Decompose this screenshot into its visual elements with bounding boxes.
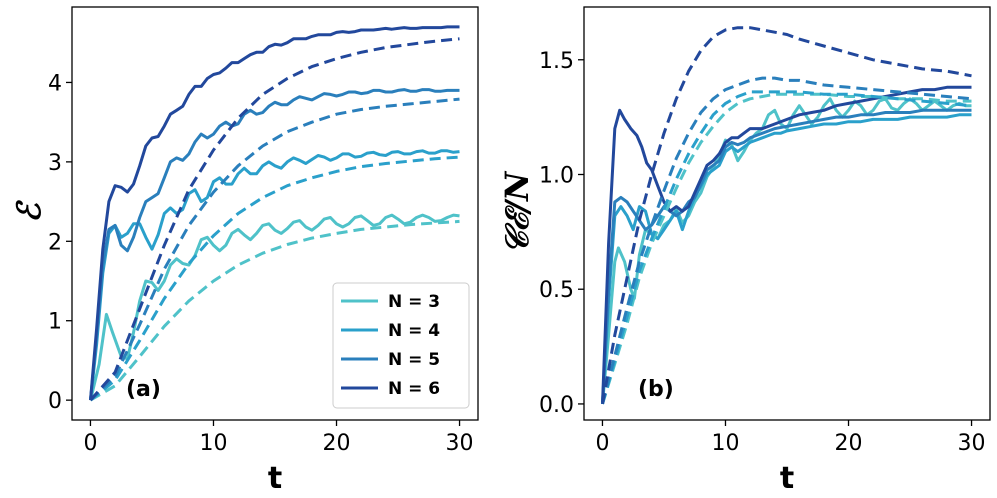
panel-b-ylabel: 𝒞ℰ/N bbox=[498, 170, 536, 254]
panel-b-xtick-label: 20 bbox=[835, 431, 863, 456]
panel-a-series-n-4 bbox=[89, 149, 460, 401]
legend-label-n6: N = 6 bbox=[388, 379, 440, 399]
panel-b-ticks: 0 10 20 30 0.0 0.5 1.0 1.5 bbox=[539, 49, 986, 456]
panel-a-ytick-label: 0 bbox=[48, 389, 62, 414]
panel-b-xtick-label: 10 bbox=[711, 431, 739, 456]
panel-a-series-n-4-dashed bbox=[89, 155, 460, 402]
panel-b-xtick-label: 30 bbox=[958, 431, 986, 456]
legend-label-n3: N = 3 bbox=[388, 292, 440, 312]
panel-a-series-n-3-dashed bbox=[89, 219, 460, 402]
panel-a-series-n-6 bbox=[89, 25, 460, 401]
panel-a-xtick-label: 20 bbox=[323, 431, 351, 456]
panel-a-lines bbox=[89, 25, 460, 402]
panel-a-ytick-label: 4 bbox=[48, 71, 62, 96]
panel-b-ytick-label: 0.5 bbox=[539, 278, 574, 303]
panel-a-series-n-3 bbox=[89, 213, 460, 401]
panel-a-xtick-label: 0 bbox=[83, 431, 97, 456]
panel-b-frame bbox=[583, 6, 991, 421]
panel-a-series-n-6-dashed bbox=[89, 37, 460, 402]
panel-b-xtick-label: 0 bbox=[595, 431, 609, 456]
panel-a-ytick-label: 2 bbox=[48, 230, 62, 255]
legend-box bbox=[332, 282, 470, 409]
panel-a: 0 10 20 30 0 1 2 3 4 t ℰ (a) N = 3 N = 4 N = 5 N… bbox=[10, 6, 479, 496]
panel-a-frame bbox=[71, 6, 479, 421]
panel-a-ylabel: ℰ bbox=[10, 200, 48, 223]
panel-a-ytick-label: 3 bbox=[48, 151, 62, 176]
panel-a-ytick-label: 1 bbox=[48, 310, 62, 335]
panel-b-lines bbox=[601, 26, 972, 405]
panel-b-series-n-3 bbox=[601, 97, 972, 405]
panel-b-series-n-4 bbox=[601, 113, 972, 404]
panel-b-label: (b) bbox=[638, 377, 674, 402]
panel-b-ytick-label: 1.5 bbox=[539, 49, 574, 74]
panel-b: 0 10 20 30 0.0 0.5 1.0 1.5 t 𝒞ℰ/N (b) bbox=[498, 6, 991, 496]
panel-a-xtick-label: 30 bbox=[446, 431, 474, 456]
panel-a-ticks: 0 10 20 30 0 1 2 3 4 bbox=[48, 71, 474, 456]
panel-b-series-n-3-dashed bbox=[601, 92, 972, 405]
panel-b-ytick-label: 0.0 bbox=[539, 393, 574, 418]
panel-b-series-n-5-dashed bbox=[601, 76, 972, 405]
panel-a-xlabel: t bbox=[268, 461, 282, 496]
legend-label-n4: N = 4 bbox=[388, 321, 440, 341]
panel-b-series-n-6-dashed bbox=[601, 26, 972, 405]
panel-a-label: (a) bbox=[126, 377, 161, 402]
panel-b-xlabel: t bbox=[780, 461, 794, 496]
panel-a-xtick-label: 10 bbox=[199, 431, 227, 456]
panel-b-series-n-4-dashed bbox=[601, 90, 972, 405]
panel-b-ytick-label: 1.0 bbox=[539, 163, 574, 188]
legend-label-n5: N = 5 bbox=[388, 350, 440, 370]
panel-a-series-n-5-dashed bbox=[89, 97, 460, 402]
panel-b-series-n-6 bbox=[601, 85, 972, 404]
panel-b-series-n-5 bbox=[601, 108, 972, 404]
panel-a-series-n-5 bbox=[89, 88, 460, 401]
legend: N = 3 N = 4 N = 5 N = 6 bbox=[332, 282, 470, 409]
